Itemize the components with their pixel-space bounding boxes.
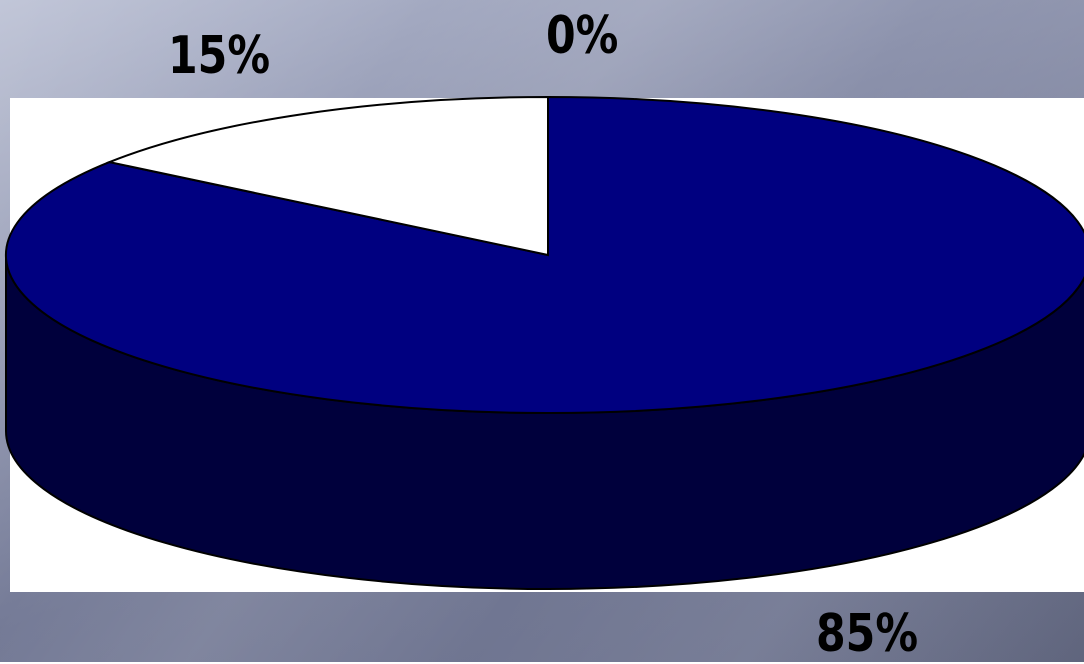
pie-slice-15 xyxy=(106,95,549,257)
slice-label-15: 15% xyxy=(168,26,271,86)
slice-label-85: 85% xyxy=(816,604,919,664)
slice-label-0: 0% xyxy=(546,6,619,66)
